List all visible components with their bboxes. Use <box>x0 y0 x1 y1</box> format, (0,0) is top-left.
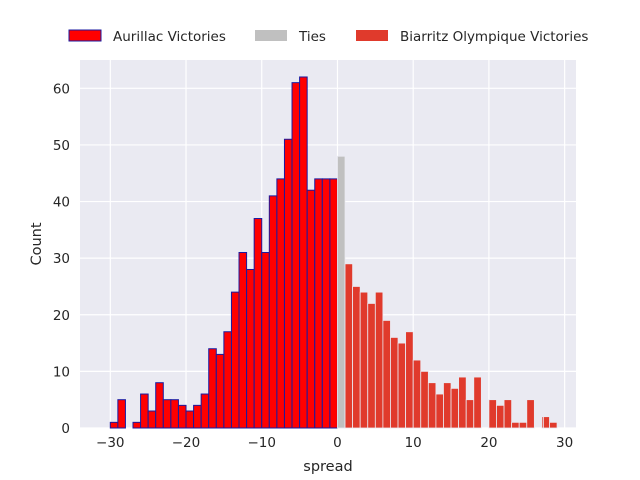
bar <box>306 189 316 429</box>
bar <box>374 291 384 429</box>
bar <box>518 421 528 429</box>
bar <box>405 331 414 429</box>
bar <box>117 399 126 429</box>
bar <box>397 342 407 429</box>
legend-swatch <box>255 30 287 41</box>
bar <box>291 82 301 429</box>
bar <box>427 382 437 429</box>
bar <box>496 404 505 429</box>
y-axis-label: Count <box>29 222 45 265</box>
bar <box>321 178 331 429</box>
bar <box>170 399 179 429</box>
legend-swatch <box>356 30 388 41</box>
bar <box>140 393 149 429</box>
bar <box>435 393 444 429</box>
bar <box>147 410 157 429</box>
bar <box>223 331 232 429</box>
x-tick-label: 10 <box>405 435 422 451</box>
bar <box>382 320 391 429</box>
y-tick-label: 10 <box>53 364 70 380</box>
y-tick-labels: 0 10 20 30 40 50 60 <box>53 81 70 437</box>
bar <box>200 393 210 429</box>
bar <box>526 399 535 429</box>
bar <box>162 399 172 429</box>
x-tick-label: 0 <box>333 435 342 451</box>
bar <box>465 399 475 429</box>
bar <box>193 404 202 429</box>
y-tick-label: 60 <box>53 81 70 97</box>
bar <box>109 421 119 429</box>
x-axis-label: spread <box>303 459 352 475</box>
bar <box>337 155 346 429</box>
bars <box>109 76 558 429</box>
bar <box>543 416 550 429</box>
legend-swatch <box>68 29 102 42</box>
bar <box>329 178 338 429</box>
bar <box>420 370 429 429</box>
bar <box>185 410 195 429</box>
bar <box>473 376 482 429</box>
bar <box>155 382 164 429</box>
legend-label: Ties <box>298 29 326 45</box>
bar <box>503 399 513 429</box>
x-tick-labels: −30 −20 −10 0 10 20 30 <box>96 435 573 451</box>
y-tick-label: 20 <box>53 308 70 324</box>
bar <box>549 421 558 429</box>
bar <box>299 76 308 429</box>
bar <box>488 399 497 429</box>
bar <box>443 382 452 429</box>
bar <box>359 291 369 429</box>
x-tick-label: −30 <box>96 435 125 451</box>
bar <box>344 263 354 429</box>
bar <box>450 387 460 429</box>
bar <box>283 138 293 429</box>
bar <box>246 268 255 429</box>
bar <box>390 337 399 429</box>
bar <box>230 291 240 429</box>
bar <box>253 218 263 429</box>
x-tick-label: −10 <box>247 435 276 451</box>
bar <box>511 421 520 429</box>
x-tick-label: 20 <box>480 435 497 451</box>
legend: Aurillac Victories Ties Biarritz Olympique… <box>68 29 588 45</box>
bar <box>276 178 285 429</box>
bar <box>458 376 467 429</box>
bar <box>177 404 187 429</box>
bar <box>367 303 376 429</box>
legend-label: Aurillac Victories <box>113 29 226 45</box>
bar <box>261 251 270 429</box>
y-tick-label: 50 <box>53 138 70 154</box>
bar <box>352 286 361 429</box>
legend-label: Biarritz Olympique Victories <box>400 29 588 45</box>
y-tick-label: 40 <box>53 195 70 211</box>
x-tick-label: 30 <box>556 435 573 451</box>
y-tick-label: 0 <box>61 421 70 437</box>
x-tick-label: −20 <box>172 435 201 451</box>
bar <box>268 195 278 429</box>
bar <box>238 251 248 429</box>
bar <box>215 353 225 429</box>
bar <box>208 348 217 429</box>
bar <box>412 359 422 429</box>
bar <box>132 421 142 429</box>
bar <box>314 178 323 429</box>
y-tick-label: 30 <box>53 251 70 267</box>
